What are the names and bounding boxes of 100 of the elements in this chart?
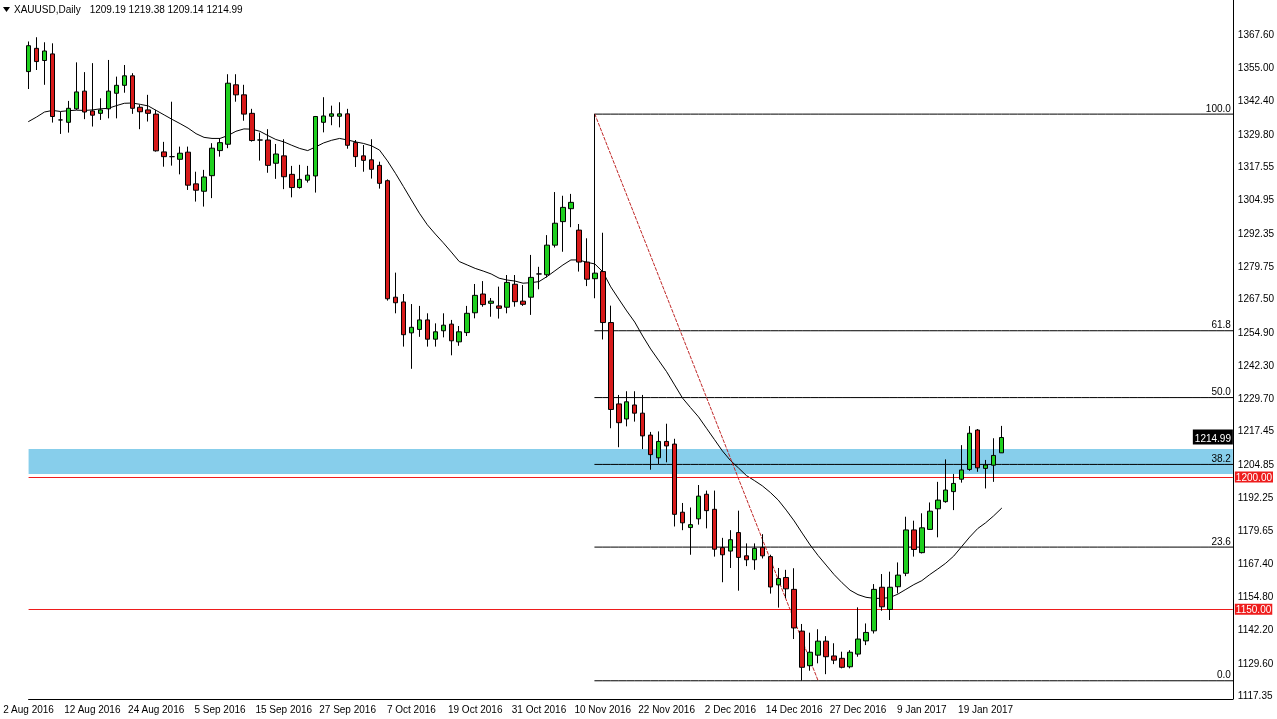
x-tick-label: 19 Oct 2016: [447, 703, 503, 715]
candlestick: [425, 312, 430, 348]
series-label: 0.0: [1216, 669, 1232, 681]
candlestick: [122, 64, 127, 94]
candlestick: [161, 141, 167, 168]
y-tick-label: 1142.20: [1237, 624, 1274, 636]
y-tick-label: 1167.40: [1237, 557, 1274, 569]
candlestick: [257, 132, 263, 162]
candlestick: [297, 164, 302, 190]
candlestick: [353, 139, 358, 168]
candlestick: [584, 237, 590, 287]
candlestick: [313, 115, 318, 194]
y-tick-label: 1204.85: [1237, 458, 1275, 470]
candlestick: [480, 280, 486, 308]
candlestick: [441, 312, 446, 338]
x-tick-label: 5 Sep 2016: [194, 703, 246, 715]
candlestick: [951, 473, 956, 511]
candlestick: [776, 567, 781, 609]
candlestick: [456, 325, 462, 347]
candlestick: [241, 84, 247, 122]
candlestick: [488, 297, 494, 318]
candlestick: [209, 142, 215, 199]
candlestick: [512, 274, 518, 308]
candlestick: [696, 484, 701, 526]
candlestick: [815, 628, 821, 664]
candlestick: [385, 178, 390, 302]
candlestick: [935, 481, 941, 538]
candlestick: [34, 36, 39, 71]
y-tick-label: 1154.80: [1237, 591, 1274, 602]
series-label: 61.8: [1211, 319, 1232, 331]
x-tick-label: 22 Nov 2016: [638, 703, 696, 715]
candlestick: [552, 191, 558, 249]
candlestick: [504, 274, 510, 314]
y-tick-label: 1242.30: [1237, 359, 1275, 371]
y-tick-label: 1179.65: [1237, 525, 1274, 537]
y-tick-label: 1317.55: [1237, 161, 1275, 173]
y-tick-label: 1304.95: [1237, 194, 1275, 206]
x-tick-label: 19 Jan 2017: [958, 703, 1014, 715]
candlestick: [831, 642, 837, 665]
candlestick: [305, 165, 310, 184]
candlestick: [273, 143, 279, 180]
candlestick: [472, 283, 478, 319]
candlestick: [433, 322, 438, 348]
candlestick: [664, 423, 669, 463]
candlestick: [704, 490, 709, 529]
x-tick-label: 9 Jan 2017: [897, 703, 947, 715]
candlestick: [361, 144, 366, 173]
y-tick-label: 1367.60: [1237, 28, 1275, 40]
x-tick-label: 27 Sep 2016: [319, 703, 377, 715]
x-tick-label: 31 Oct 2016: [511, 703, 567, 715]
x-tick-label: 10 Nov 2016: [574, 703, 632, 715]
candlestick: [369, 138, 374, 180]
candlestick: [895, 561, 901, 594]
candlestick: [576, 223, 582, 273]
x-tick-label: 24 Aug 2016: [128, 703, 185, 715]
candlestick: [568, 193, 574, 228]
candlestick: [42, 41, 47, 86]
candlestick: [26, 40, 31, 90]
ref-line-label: 1150.00: [1235, 603, 1272, 615]
y-tick-label: 1342.40: [1237, 95, 1275, 107]
y-tick-label: 1117.35: [1237, 689, 1273, 701]
candlestick: [417, 305, 422, 338]
y-tick-label: 1292.35: [1237, 227, 1275, 239]
x-tick-label: 7 Oct 2016: [386, 703, 437, 715]
ref-line-label: 1200.00: [1235, 471, 1273, 483]
candlestick: [847, 649, 853, 669]
y-tick-label: 1129.60: [1237, 657, 1274, 669]
candlestick: [329, 105, 334, 126]
candlestick: [58, 111, 63, 135]
x-tick-label: 12 Aug 2016: [64, 703, 121, 715]
legend-label: 38.2: [1211, 452, 1232, 464]
candlestick: [927, 501, 933, 531]
candlestick: [768, 554, 773, 595]
x-tick-label: 15 Sep 2016: [255, 703, 313, 715]
candlestick: [783, 569, 789, 599]
candlestick: [401, 293, 406, 348]
candlestick: [855, 606, 861, 658]
y-tick-label: 1329.80: [1237, 128, 1275, 140]
series-label: 23.6: [1211, 535, 1232, 547]
candlestick: [496, 286, 502, 320]
candlestick: [560, 195, 566, 253]
candlestick: [281, 138, 287, 190]
candlestick: [544, 234, 550, 278]
candlestick: [265, 128, 271, 174]
candlestick: [823, 635, 829, 675]
series-label: 100.0: [1205, 102, 1232, 114]
price-tag: 1214.99: [1192, 430, 1233, 445]
candlestick: [337, 101, 342, 128]
candlestick: [807, 632, 813, 672]
y-tick-label: 1279.75: [1237, 260, 1275, 272]
y-tick-label: 1254.90: [1237, 326, 1275, 338]
candlestick: [185, 146, 191, 191]
candlestick: [345, 108, 350, 150]
candlestick: [393, 272, 398, 314]
candlestick: [680, 502, 685, 531]
candlestick: [289, 165, 295, 198]
candlestick: [177, 146, 183, 175]
y-tick-label: 1192.25: [1237, 492, 1274, 504]
candlestick: [193, 171, 199, 203]
candlestick: [321, 96, 326, 133]
